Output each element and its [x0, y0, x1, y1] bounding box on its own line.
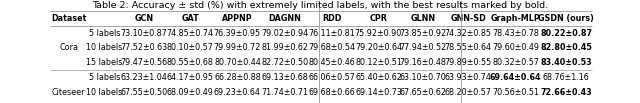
- Text: Table 2: Accuracy ± std (%) with extremely limited labels, with the best results: Table 2: Accuracy ± std (%) with extreme…: [92, 1, 548, 10]
